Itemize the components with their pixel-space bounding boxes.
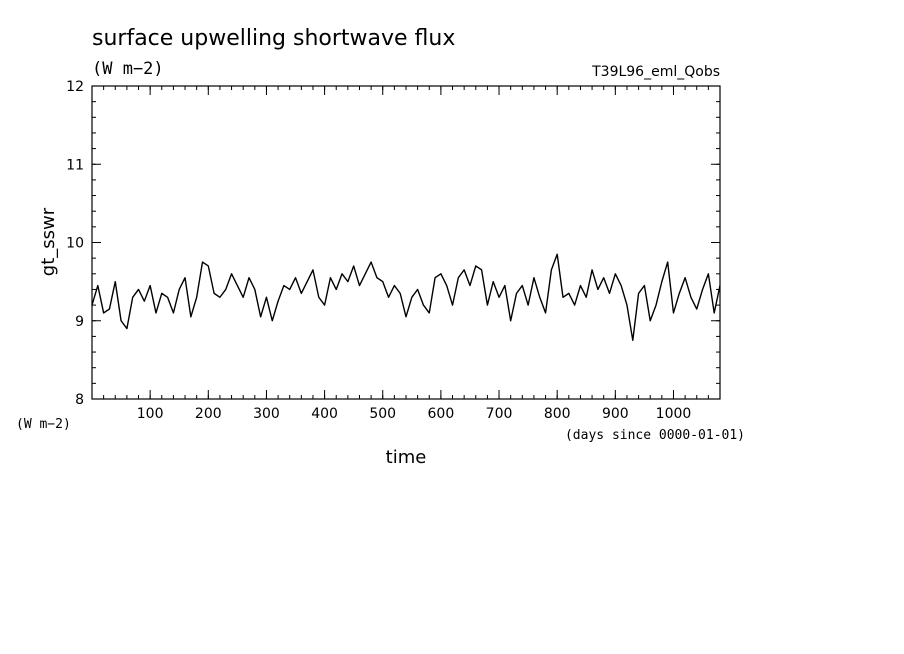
x-tick-label: 100: [137, 406, 164, 422]
series-line: [91, 253, 721, 342]
axis-ticks: [92, 85, 720, 400]
y-tick-labels: 8 9 10 11 12: [66, 79, 84, 408]
x-tick-label: 1000: [656, 406, 692, 422]
run-label: T39L96_eml_Qobs: [591, 64, 720, 80]
x-tick-label: 500: [369, 406, 396, 422]
y-tick-label: 10: [66, 236, 84, 252]
x-tick-label: 300: [253, 406, 280, 422]
y-tick-label: 11: [66, 157, 84, 173]
chart-subtitle: (W m−2): [92, 59, 164, 79]
chart-title: surface upwelling shortwave flux: [92, 26, 455, 51]
x-tick-label: 700: [486, 406, 513, 422]
x-tick-label: 200: [195, 406, 222, 422]
y-tick-label: 8: [75, 392, 84, 408]
y-axis-unit: (W m−2): [16, 417, 71, 432]
x-tick-labels: 100 200 300 400 500 600 700 800 900 1000: [137, 406, 692, 422]
x-tick-label: 800: [544, 406, 571, 422]
y-tick-label: 12: [66, 79, 84, 95]
plot-frame: [91, 85, 721, 400]
x-axis-unit: (days since 0000-01-01): [565, 428, 745, 443]
y-axis-label: gt_sswr: [38, 207, 59, 276]
x-tick-label: 900: [602, 406, 629, 422]
x-axis-label: time: [386, 447, 427, 468]
x-tick-label: 400: [311, 406, 338, 422]
x-tick-label: 600: [428, 406, 455, 422]
y-tick-label: 9: [75, 314, 84, 330]
